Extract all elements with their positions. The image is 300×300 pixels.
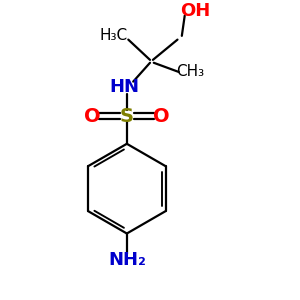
Text: O: O bbox=[153, 107, 170, 126]
Text: CH₃: CH₃ bbox=[176, 64, 205, 79]
Text: NH₂: NH₂ bbox=[108, 250, 146, 268]
Text: O: O bbox=[84, 107, 100, 126]
Text: S: S bbox=[120, 107, 134, 126]
Text: OH: OH bbox=[180, 2, 210, 20]
Text: H₃C: H₃C bbox=[100, 28, 128, 43]
Text: HN: HN bbox=[109, 78, 139, 96]
